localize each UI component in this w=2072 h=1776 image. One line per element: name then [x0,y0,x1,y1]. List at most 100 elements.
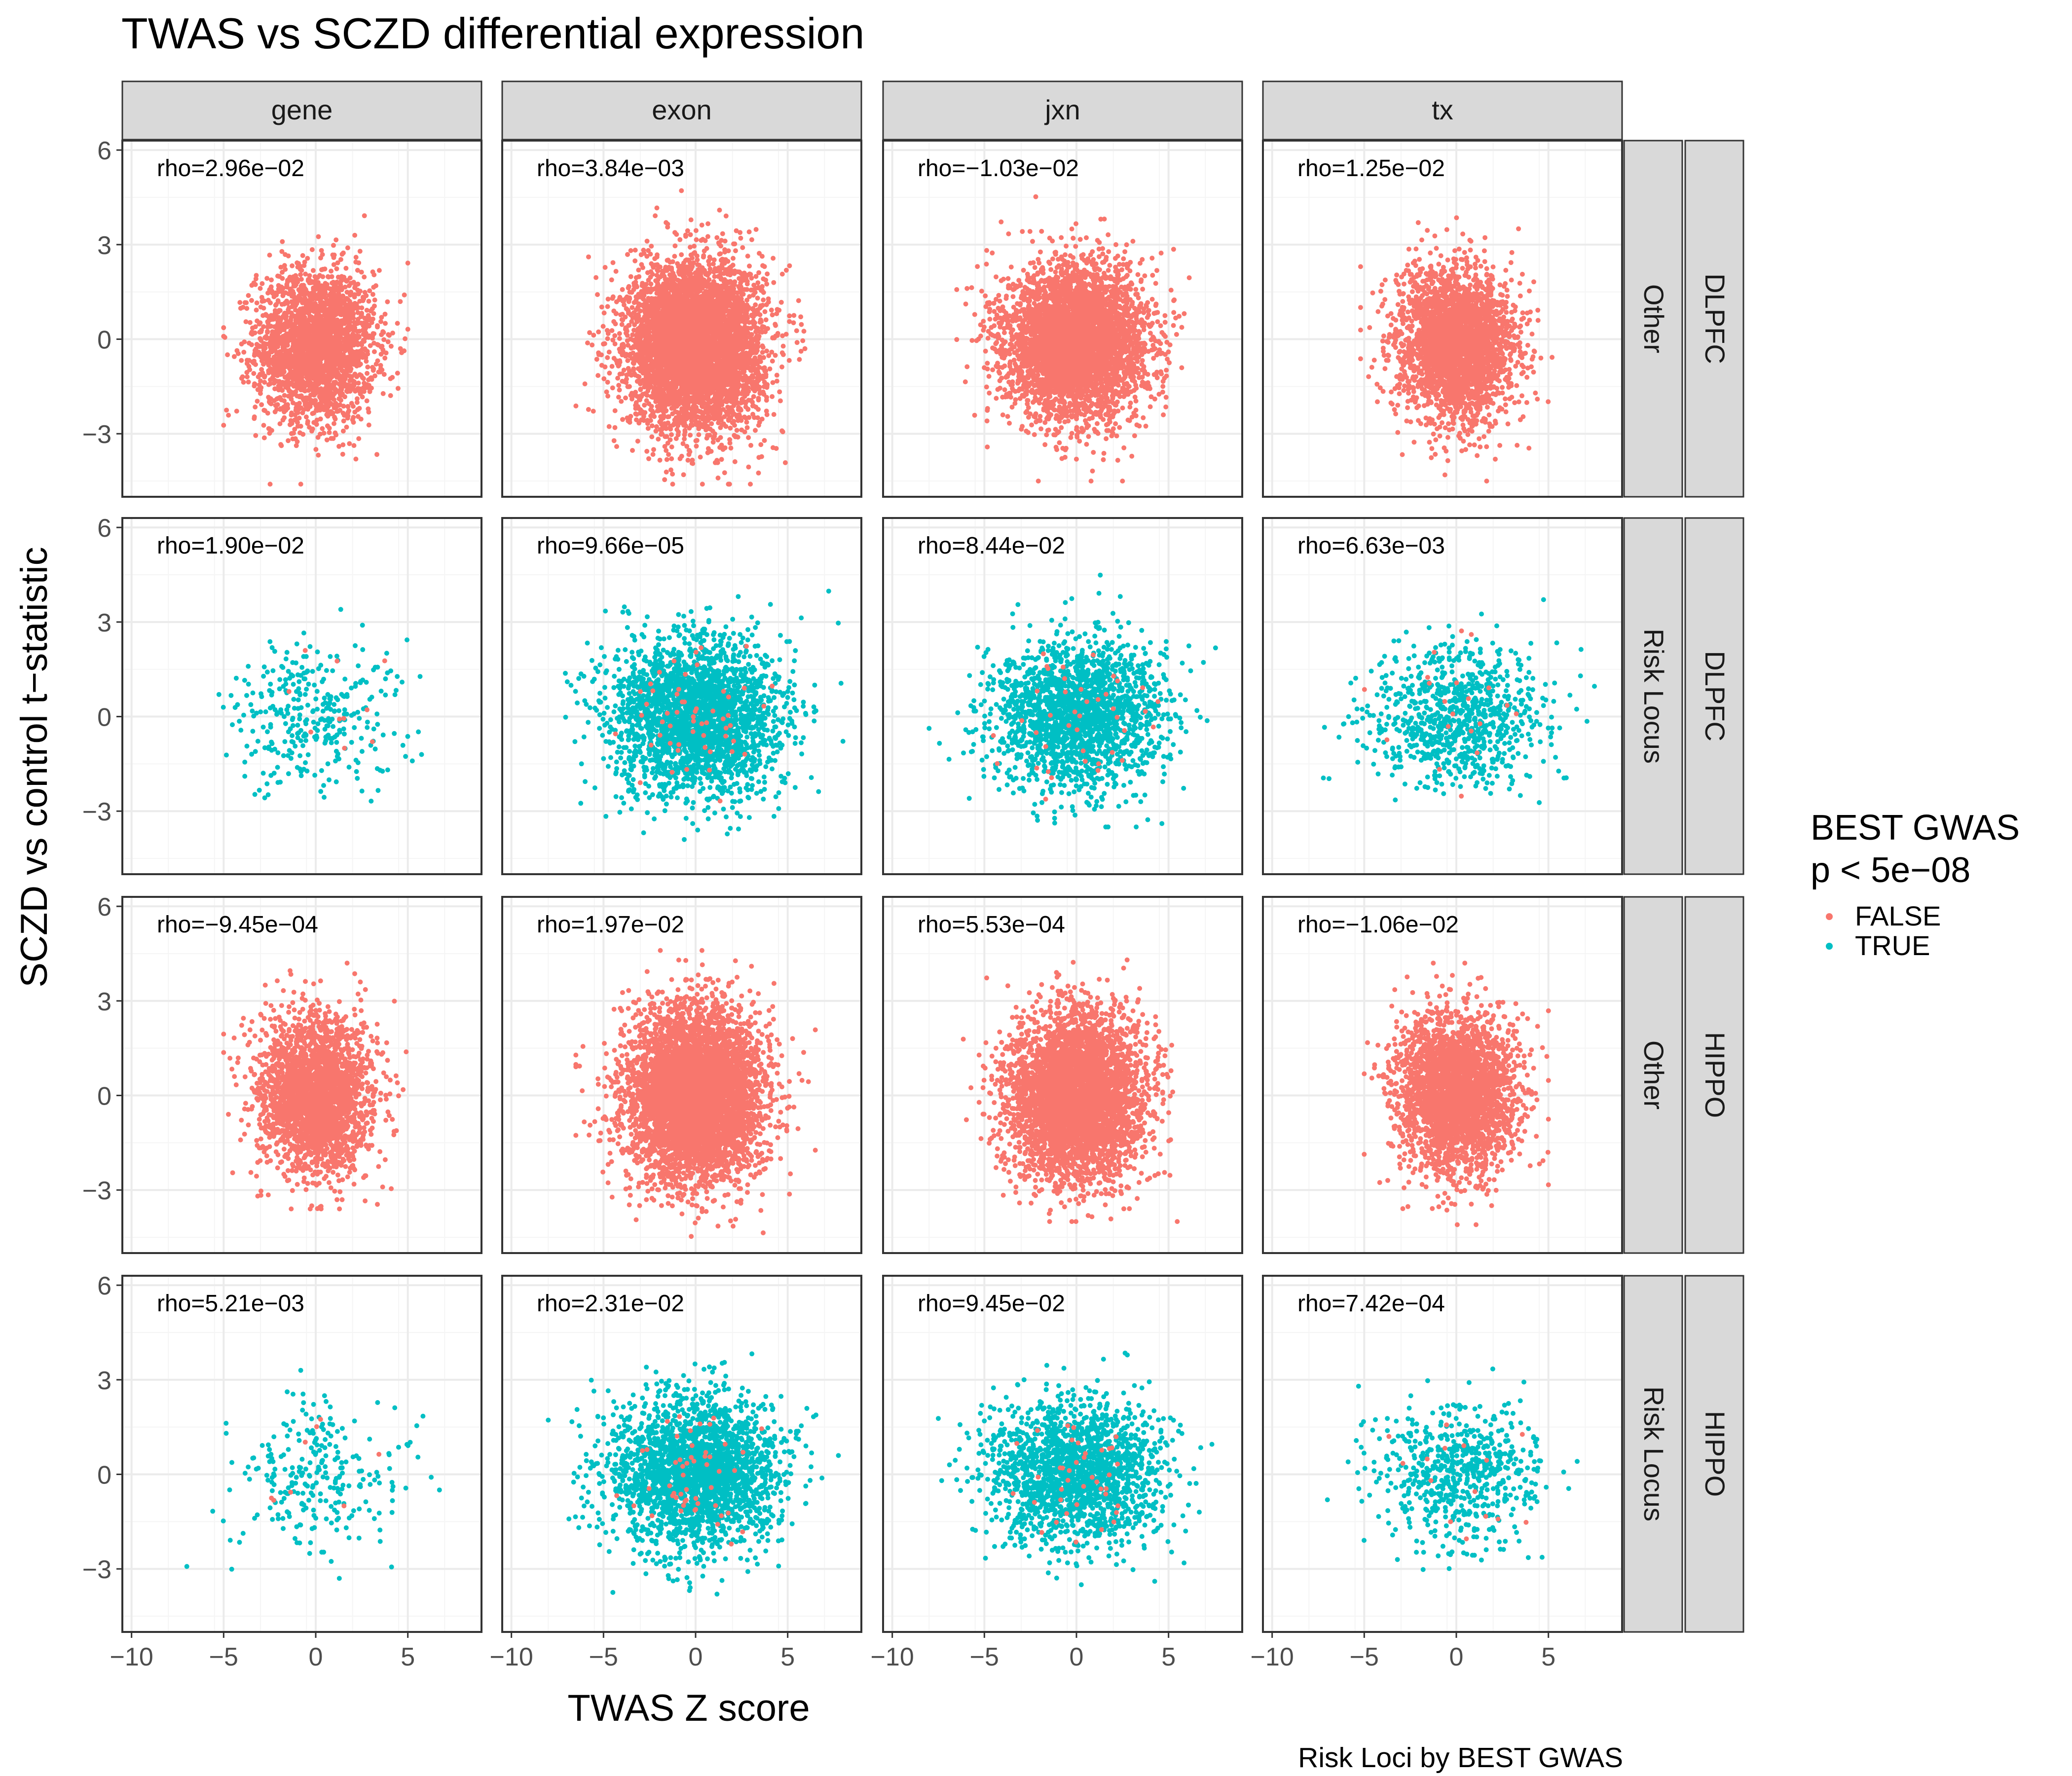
panel-border [1262,517,1623,875]
legend-key-false [1826,913,1833,920]
y-tick-label: 6 [97,514,111,543]
y-tick-label: 3 [97,609,111,637]
y-tick-label: 0 [97,703,111,732]
panel-gene-row-1: rho=2.96e−02 [121,140,482,498]
scatter-points [546,1351,841,1597]
strip-exon [501,80,862,141]
scatter-points [1325,1366,1580,1572]
strip-label-region: HIPPO [1700,1411,1731,1497]
rho-annotation: rho=2.96e−02 [157,155,304,182]
y-tick-label: 3 [97,231,111,260]
y-tick-label: 6 [97,1272,111,1300]
panel-exon-row-4: rho=2.31e−02 [501,1275,862,1633]
panel-exon-row-2: rho=9.66e−05 [501,517,862,875]
scatter-point-series-true [926,572,1218,830]
scatter-points [936,1350,1215,1588]
panel-border [501,140,862,498]
scatter-points [1362,961,1551,1227]
legend-title-line-2: p < 5e−08 [1811,851,1970,890]
scatter-point-series-false [573,948,818,1239]
panel-background [122,1276,481,1632]
rho-annotation: rho=1.90e−02 [157,533,304,559]
x-tick-label: 5 [401,1643,415,1671]
scatter-point-series-true [1321,597,1597,805]
panel-jxn-row-1: rho=−1.03e−02 [882,140,1243,498]
legend-title-line-1: BEST GWAS [1811,808,2020,848]
x-tick-label: 0 [309,1643,323,1671]
rho-annotation: rho=6.63e−03 [1297,533,1445,559]
x-tick-label: −10 [490,1643,533,1671]
strip-jxn [882,80,1243,141]
panel-tx-row-3: rho=−1.06e−02 [1262,896,1623,1254]
strip-group-row-3 [1623,896,1683,1254]
scatter-point-series-true [563,589,846,842]
rho-annotation: rho=−1.03e−02 [918,155,1079,182]
y-tick-label: 0 [97,326,111,355]
chart-caption: Risk Loci by BEST GWAS [1298,1742,1623,1774]
scatter-point-series-false [221,961,409,1212]
x-tick-label: −5 [970,1643,999,1671]
rho-annotation: rho=5.21e−03 [157,1291,304,1317]
panel-border [1262,140,1623,498]
panel-border [121,896,482,1254]
x-tick-label: −5 [1350,1643,1379,1671]
legend-key-true [1826,943,1833,950]
chart-title: TWAS vs SCZD differential expression [121,9,864,58]
strip-label-group: Risk Locus [1638,1386,1669,1521]
scatter-point-series-false [1358,215,1555,484]
panel-border [1262,896,1623,1254]
rho-annotation: rho=3.84e−03 [537,155,684,182]
scatter-point-series-true [546,1351,841,1597]
scatter-points [1321,597,1597,805]
rho-annotation: rho=1.25e−02 [1297,155,1445,182]
panel-gene-row-3: rho=−9.45e−04 [121,896,482,1254]
y-tick-label: −3 [82,1555,111,1584]
strip-label-gene: gene [271,94,333,125]
x-tick-label: 0 [1070,1643,1084,1671]
strip-label-group: Risk Locus [1638,629,1669,764]
panel-tx-row-2: rho=6.63e−03 [1262,517,1623,875]
strip-label-group: Other [1638,284,1669,353]
y-tick-label: 6 [97,893,111,922]
legend: BEST GWAS p < 5e−08 FALSE TRUE [1811,808,2020,961]
x-tick-label: −10 [1251,1643,1294,1671]
x-tick-label: −5 [589,1643,618,1671]
panel-jxn-row-4: rho=9.45e−02 [882,1275,1243,1633]
rho-annotation: rho=−1.06e−02 [1297,912,1459,938]
strip-label-jxn: jxn [1044,94,1080,125]
y-axis-title: SCZD vs control t−statistic [13,547,55,987]
panel-border [501,517,862,875]
strip-tx [1262,80,1623,141]
scatter-point-series-true [1325,1366,1580,1572]
legend-label-true: TRUE [1855,930,1930,961]
panel-border [121,1275,482,1633]
y-tick-label: 6 [97,137,111,165]
panel-grid: gene exon jxn tx Other DLPFC −3 0 3 6 rho=2.96e−02… [82,80,1744,1671]
panel-jxn-row-2: rho=8.44e−02 [882,517,1243,875]
panel-border [882,896,1243,1254]
strip-group-row-1 [1623,140,1683,498]
x-axis-title: TWAS Z score [567,1687,810,1729]
rho-annotation: rho=1.97e−02 [537,912,684,938]
panel-tx-row-1: rho=1.25e−02 [1262,140,1623,498]
rho-annotation: rho=2.31e−02 [537,1291,684,1317]
x-tick-label: 5 [1161,1643,1176,1671]
rho-annotation: rho=9.45e−02 [918,1291,1065,1317]
scatter-point-series-false [573,188,808,487]
scatter-points [573,188,808,487]
scatter-points [221,213,410,487]
strip-region-row-2 [1684,517,1744,875]
x-tick-label: −10 [110,1643,153,1671]
panel-jxn-row-3: rho=5.53e−04 [882,896,1243,1254]
y-tick-label: 0 [97,1461,111,1490]
scatter-points [961,957,1180,1224]
y-tick-label: −3 [82,1177,111,1205]
y-tick-label: 3 [97,1367,111,1395]
strip-label-region: DLPFC [1700,651,1731,741]
scatter-points [1358,215,1555,484]
panel-border [1262,1275,1623,1633]
rho-annotation: rho=9.66e−05 [537,533,684,559]
panel-border [121,140,482,498]
panel-gene-row-4: rho=5.21e−03 [121,1275,482,1633]
legend-label-false: FALSE [1855,900,1941,931]
